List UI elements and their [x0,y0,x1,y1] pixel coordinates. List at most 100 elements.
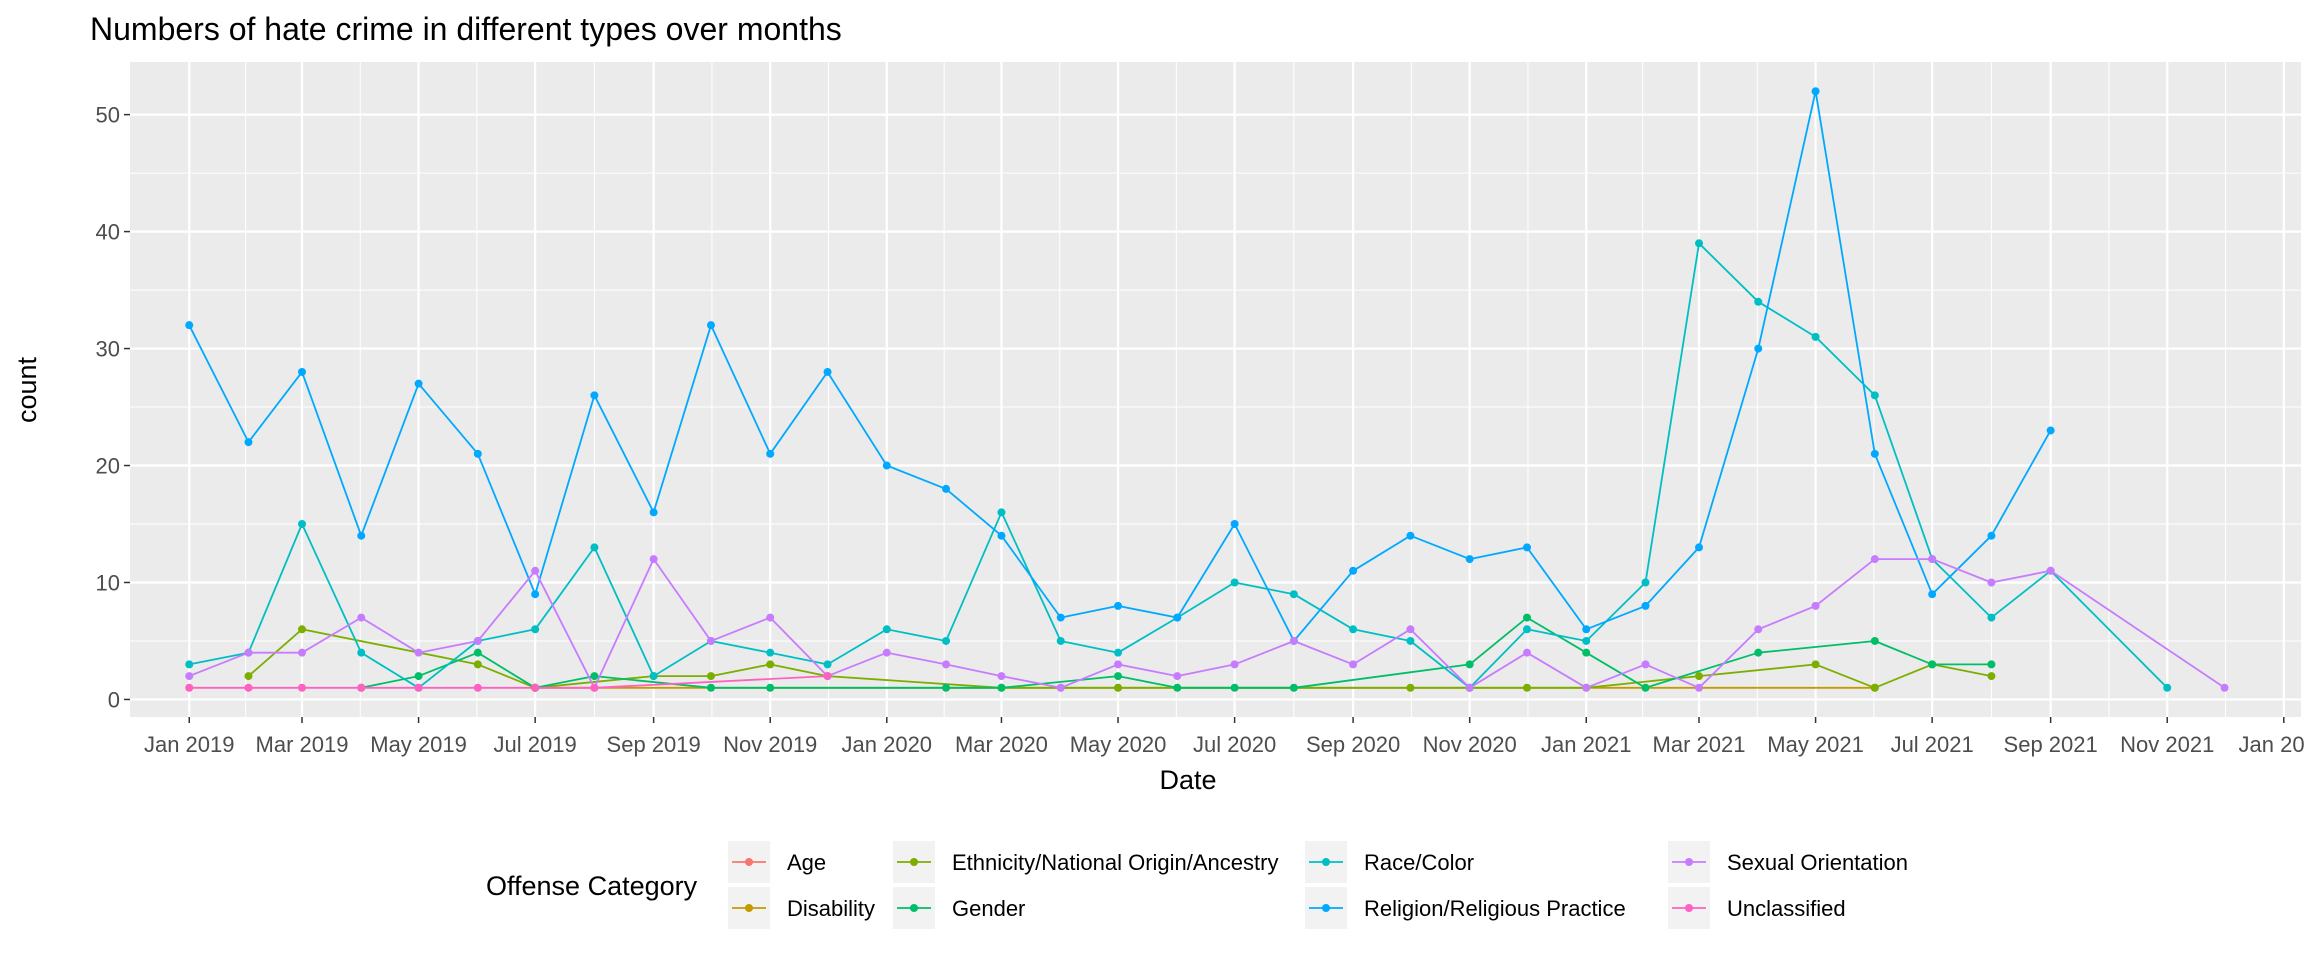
legend-key-point-race-color [1322,858,1330,866]
y-tick-label: 30 [96,337,120,362]
plot-panel [130,62,2301,717]
data-point-ethnicity-national-origin-ancestry [1811,660,1820,669]
data-point-sexual-orientation [1465,683,1474,692]
data-point-unclassified [244,683,253,692]
data-point-gender [1641,683,1650,692]
legend-key-point-disability [745,904,753,912]
legend-label-age: Age [787,850,826,875]
data-point-unclassified [185,683,194,692]
data-point-unclassified [590,683,599,692]
data-point-sexual-orientation [1928,555,1937,564]
data-point-religion-religious-practice [1114,601,1123,610]
data-point-ethnicity-national-origin-ancestry [1406,683,1415,692]
data-point-race-color [1114,648,1123,657]
series-line-sexual-orientation [188,558,2226,689]
legend-label-sexual-orientation: Sexual Orientation [1727,850,1908,875]
data-point-sexual-orientation [531,566,540,575]
data-point-sexual-orientation [882,648,891,657]
data-point-ethnicity-national-origin-ancestry [766,660,775,669]
data-point-religion-religious-practice [1523,543,1532,552]
x-axis-title: Date [1159,765,1216,795]
x-tick-label: May 2020 [1070,732,1167,757]
data-point-sexual-orientation [1811,601,1820,610]
data-point-gender [1289,683,1298,692]
data-point-religion-religious-practice [1349,566,1358,575]
legend-label-ethnicity-national-origin-ancestry: Ethnicity/National Origin/Ancestry [952,850,1278,875]
data-point-religion-religious-practice [185,321,194,330]
data-point-ethnicity-national-origin-ancestry [1870,683,1879,692]
data-point-ethnicity-national-origin-ancestry [1523,683,1532,692]
data-point-religion-religious-practice [649,508,658,517]
data-point-race-color [1349,625,1358,634]
data-point-religion-religious-practice [1695,543,1704,552]
data-point-sexual-orientation [942,660,951,669]
data-point-gender [1523,613,1532,622]
data-point-race-color [357,648,366,657]
data-point-ethnicity-national-origin-ancestry [297,625,306,634]
x-tick-label: Jan 2021 [1541,732,1632,757]
data-point-race-color [1230,578,1239,587]
data-point-gender [590,672,599,681]
legend-label-religion-religious-practice: Religion/Religious Practice [1364,896,1626,921]
chart-title: Numbers of hate crime in different types… [90,11,842,47]
data-point-religion-religious-practice [1870,449,1879,458]
legend-key-point-age [745,858,753,866]
data-point-race-color [1056,636,1065,645]
data-point-religion-religious-practice [473,449,482,458]
data-point-unclassified [531,683,540,692]
x-tick-label: Jan 2019 [144,732,235,757]
data-point-gender [706,683,715,692]
data-point-religion-religious-practice [414,379,423,388]
data-point-ethnicity-national-origin-ancestry [706,672,715,681]
data-point-sexual-orientation [997,672,1006,681]
data-point-sexual-orientation [706,636,715,645]
y-axis: 0 10 20 30 40 50 [96,103,130,712]
data-point-ethnicity-national-origin-ancestry [244,672,253,681]
data-point-sexual-orientation [1987,578,1996,587]
data-point-sexual-orientation [473,636,482,645]
data-point-sexual-orientation [1114,660,1123,669]
data-point-gender [942,683,951,692]
legend-label-gender: Gender [952,896,1025,921]
data-point-unclassified [414,683,423,692]
legend-key-point-sexual-orientation [1685,858,1693,866]
y-tick-label: 40 [96,220,120,245]
x-tick-label: Jul 2020 [1193,732,1276,757]
data-point-sexual-orientation [1582,683,1591,692]
data-point-unclassified [473,683,482,692]
data-point-sexual-orientation [1349,660,1358,669]
data-point-religion-religious-practice [882,461,891,470]
data-point-religion-religious-practice [244,438,253,447]
data-point-religion-religious-practice [590,391,599,400]
data-point-race-color [2163,683,2172,692]
legend-key-point-ethnicity-national-origin-ancestry [910,858,918,866]
data-point-gender [473,648,482,657]
data-point-unclassified [357,683,366,692]
data-point-sexual-orientation [649,555,658,564]
data-point-gender [1987,660,1996,669]
data-point-sexual-orientation [185,672,194,681]
data-point-religion-religious-practice [1173,613,1182,622]
data-point-religion-religious-practice [1582,625,1591,634]
data-point-gender [1754,648,1763,657]
data-point-race-color [1870,391,1879,400]
data-point-sexual-orientation [1173,672,1182,681]
x-tick-label: Mar 2019 [256,732,349,757]
data-point-religion-religious-practice [823,367,832,376]
x-tick-label: Mar 2020 [955,732,1048,757]
x-tick-label: Nov 2019 [723,732,817,757]
data-point-race-color [1754,297,1763,306]
legend-key-point-religion-religious-practice [1322,904,1330,912]
data-point-religion-religious-practice [1465,555,1474,564]
x-tick-label: May 2021 [1767,732,1864,757]
data-point-religion-religious-practice [997,531,1006,540]
data-point-race-color [1289,590,1298,599]
data-point-race-color [997,508,1006,517]
data-point-religion-religious-practice [1754,344,1763,353]
x-tick-label: Jul 2021 [1891,732,1974,757]
x-axis: Jan 2019 Mar 2019 May 2019 Jul 2019 Sep 2019… [144,717,2304,757]
data-point-race-color [185,660,194,669]
data-point-gender [766,683,775,692]
x-tick-label: May 2019 [370,732,467,757]
